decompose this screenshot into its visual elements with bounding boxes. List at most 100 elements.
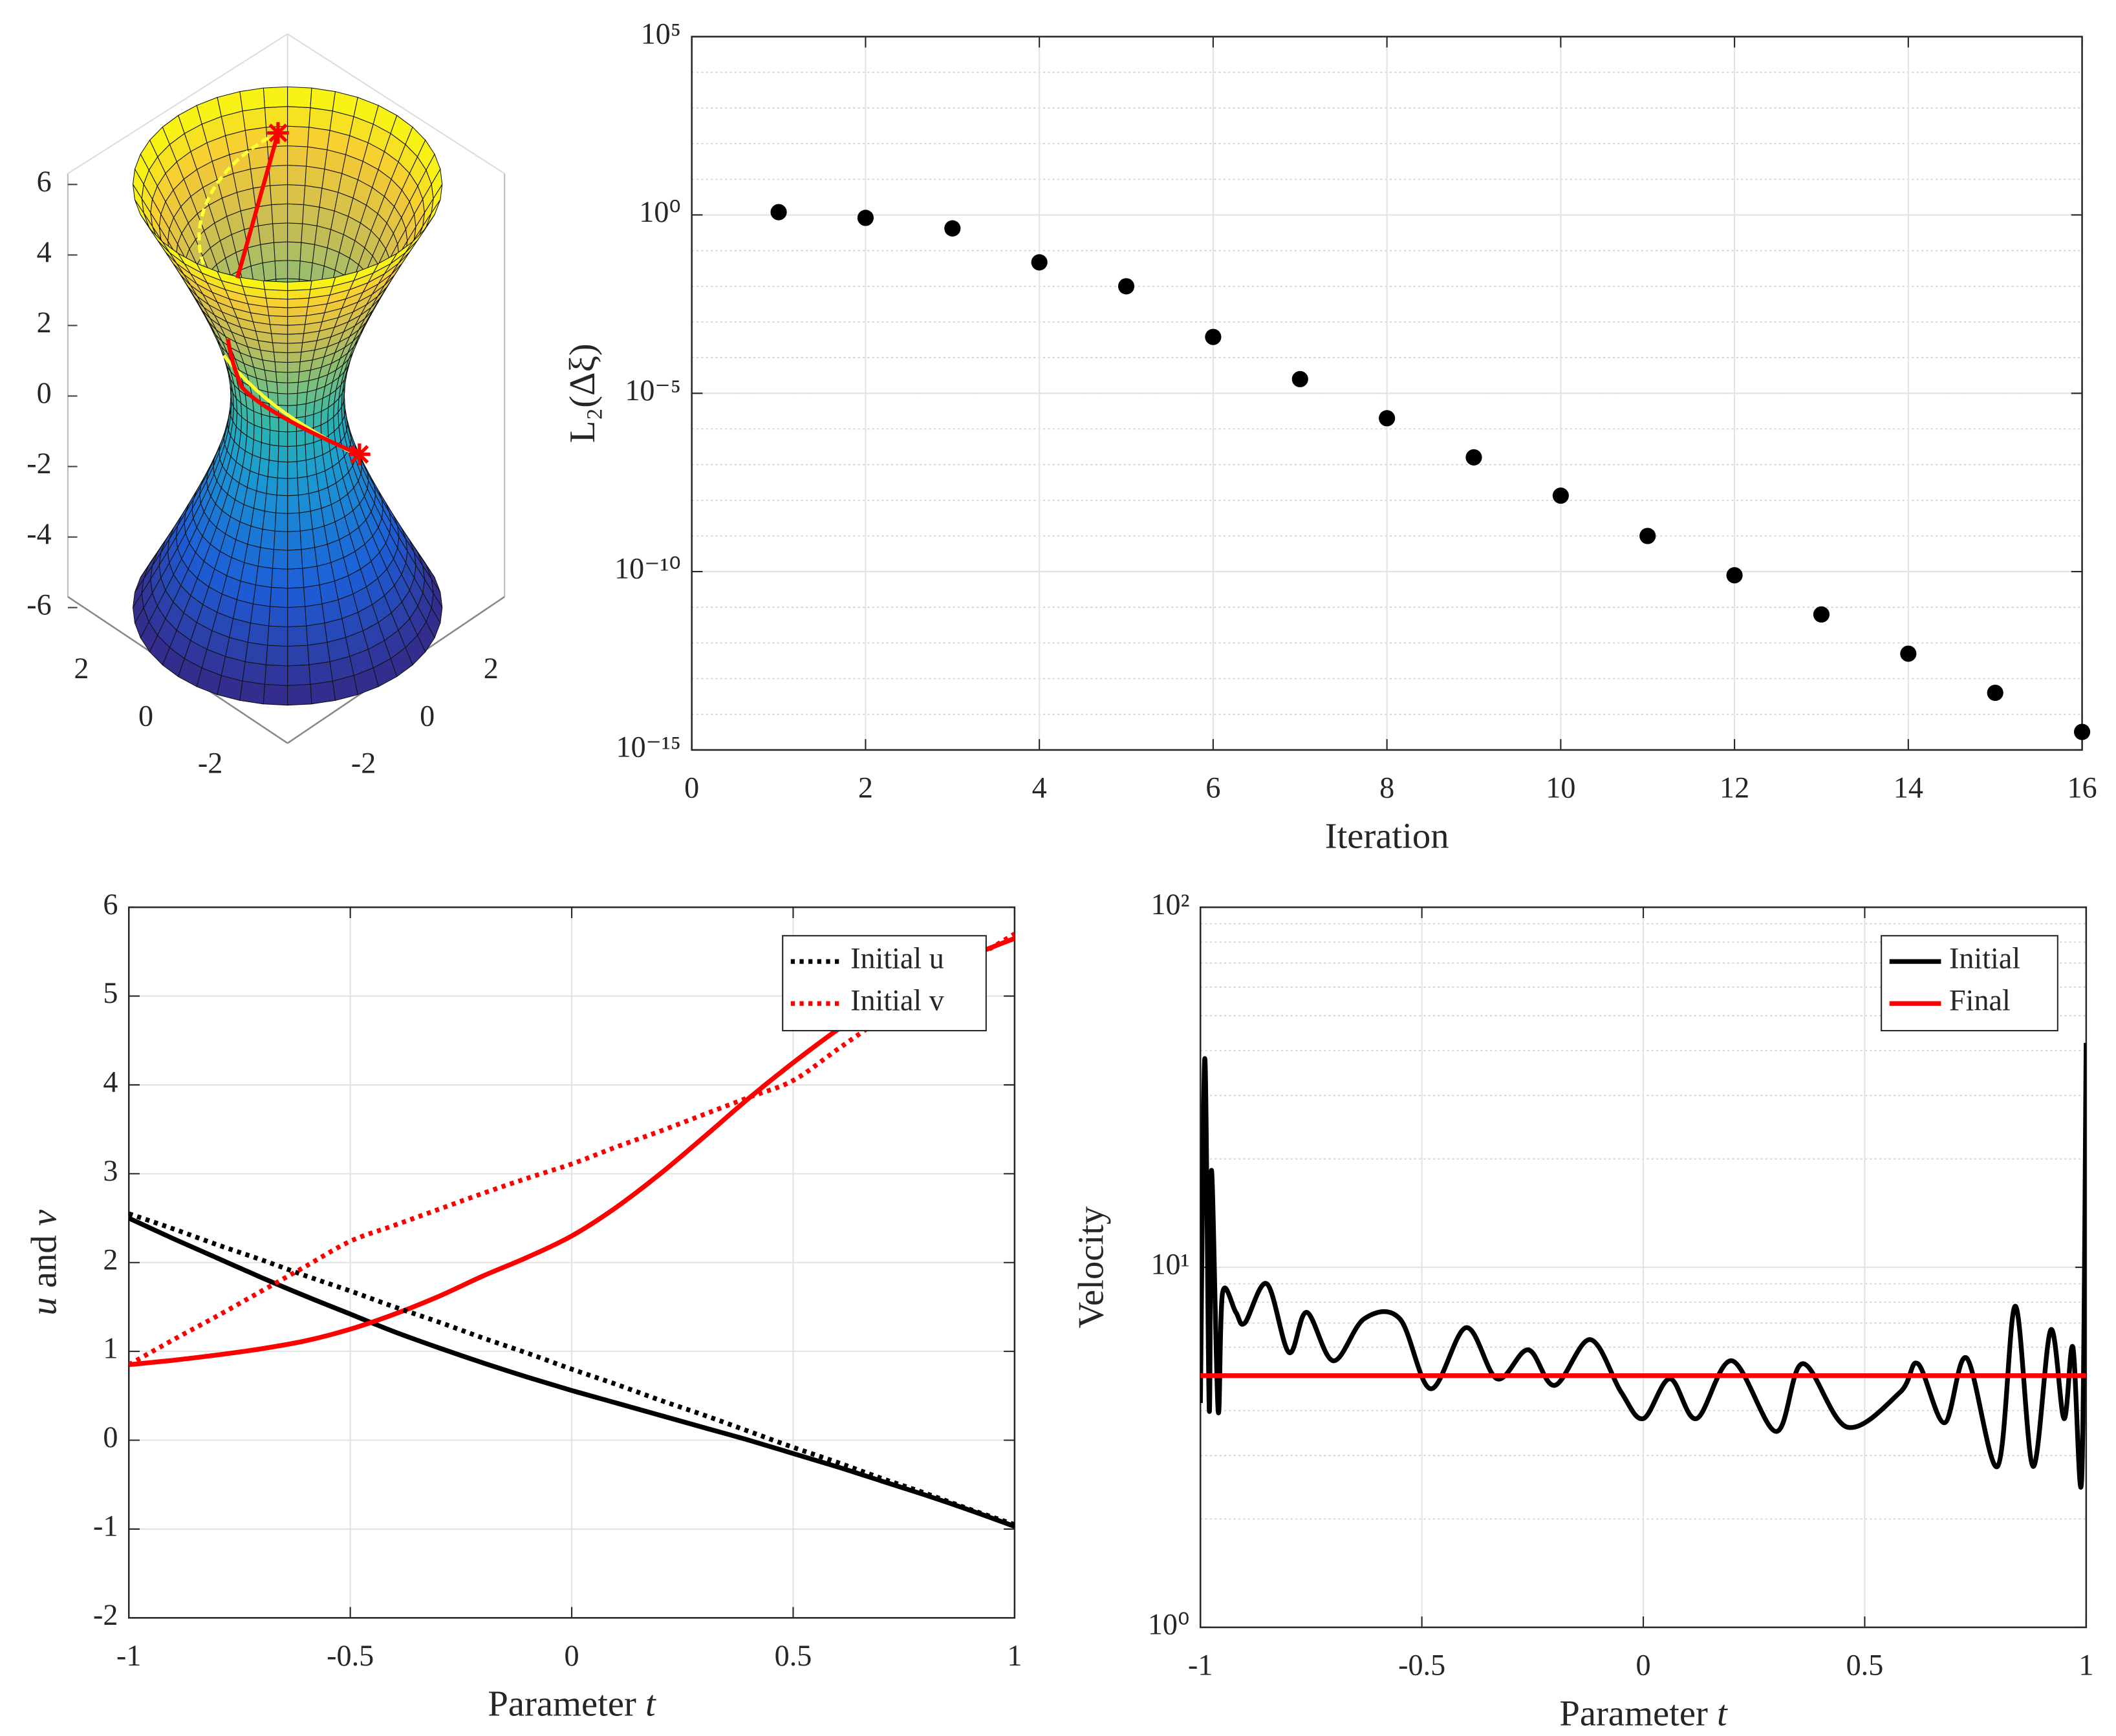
surface-patch (306, 622, 328, 646)
surface-patch (310, 680, 336, 705)
surface-patch (287, 361, 301, 373)
surface-patch (250, 603, 271, 627)
surface-patch (276, 477, 288, 497)
surface-patch (426, 199, 441, 228)
y-tick-label: 2 (484, 652, 499, 685)
y-tick-label: 0 (420, 699, 435, 732)
surface-patch (296, 391, 308, 406)
y-tick-label: 1 (103, 1332, 118, 1365)
point (1379, 410, 1396, 427)
surface-patch (265, 297, 288, 308)
surface-patch (266, 380, 278, 394)
surface-patch (270, 586, 288, 608)
x-tick-label: 6 (1205, 771, 1220, 804)
surface-patch (273, 530, 288, 551)
surface-patch (278, 431, 288, 447)
x-tick-label: 0.5 (1846, 1648, 1884, 1681)
surface-patch (276, 381, 288, 394)
surface-patch (272, 549, 288, 570)
endpoint-star (349, 443, 371, 466)
surface-patch (264, 106, 288, 128)
surface-patch (302, 566, 320, 588)
surface-patch (305, 603, 325, 627)
surface-patch (256, 473, 268, 494)
surface-patch (287, 333, 305, 344)
x-tick-label: 0 (565, 1639, 579, 1672)
y-tick-label: 4 (103, 1066, 118, 1098)
x-axis-label: Parameter t (488, 1684, 656, 1724)
y-tick-label: -1 (93, 1509, 118, 1542)
y-axis-label: Velocity (1072, 1206, 1112, 1328)
surface-patch (287, 431, 297, 447)
surface-patch (264, 493, 277, 513)
surface-patch (274, 512, 288, 532)
point (1639, 528, 1656, 544)
surface-patch (269, 324, 288, 335)
x-tick-label: 1 (1007, 1639, 1022, 1672)
x-tick-label: -2 (198, 747, 222, 780)
surface-patch (277, 461, 288, 479)
surface-patch (287, 86, 312, 109)
y-tick-label: 0 (103, 1420, 118, 1453)
surface-patch (296, 429, 306, 447)
z-tick-label: -6 (27, 588, 51, 621)
surface-patch (257, 223, 275, 245)
series-line (129, 1211, 1015, 1527)
axes-box (127, 906, 1016, 1619)
surface-patch (287, 664, 311, 686)
y-tick-label: 10⁰ (639, 195, 681, 228)
z-tick-label: -2 (27, 447, 51, 480)
surface-patch (268, 444, 279, 462)
surface-patch (266, 306, 288, 317)
surface-patch (297, 476, 309, 496)
y-tick-label: 10¹ (1150, 1248, 1189, 1281)
z-tick-label: 6 (37, 165, 52, 198)
curve-yellow (197, 131, 279, 265)
surface-patch (303, 185, 323, 208)
y-tick-label: 3 (103, 1154, 118, 1187)
surface-patch (310, 508, 325, 530)
y-axis-label: u and v (24, 1209, 64, 1315)
surface-patch (287, 289, 311, 300)
surface-patch (287, 241, 302, 262)
surface-patch (305, 442, 316, 461)
surface-patch (287, 324, 306, 335)
surface-patch (302, 204, 320, 226)
x-tick-label: -0.5 (327, 1639, 374, 1672)
surface-patch (296, 403, 307, 418)
point (857, 209, 874, 226)
surface-patch (268, 606, 288, 628)
surface-patch (260, 442, 270, 461)
surface-patch (250, 508, 265, 530)
surface-patch (275, 495, 288, 514)
surface-patch (297, 380, 309, 394)
point (1291, 370, 1308, 387)
surface-patch (310, 87, 336, 112)
x-tick-label: -1 (116, 1639, 141, 1672)
surface-patch (287, 645, 310, 667)
y-tick-label: 10⁻¹⁵ (616, 731, 681, 764)
box-edge (287, 33, 505, 175)
surface-patch (307, 641, 330, 665)
point (1813, 606, 1830, 623)
surface-patch (260, 242, 275, 264)
x-tick-label: 0 (1636, 1648, 1651, 1681)
x-tick-label: -1 (1188, 1648, 1213, 1681)
z-tick-label: -4 (27, 517, 51, 550)
curve-red (226, 338, 361, 456)
axes-box (691, 36, 2083, 751)
surface-patch (242, 107, 267, 131)
surface-patch (269, 416, 279, 432)
surface-patch (273, 241, 288, 262)
surface-patch (287, 625, 308, 647)
endpoint-star (267, 122, 289, 144)
surface-patch (258, 457, 270, 477)
surface-patch (305, 457, 317, 477)
curve-red (235, 132, 281, 279)
surface-patch (297, 493, 311, 513)
x-tick-label: 1 (2078, 1648, 2093, 1681)
x-tick-label: 0 (684, 771, 699, 804)
legend-label: Final (1949, 984, 2011, 1017)
